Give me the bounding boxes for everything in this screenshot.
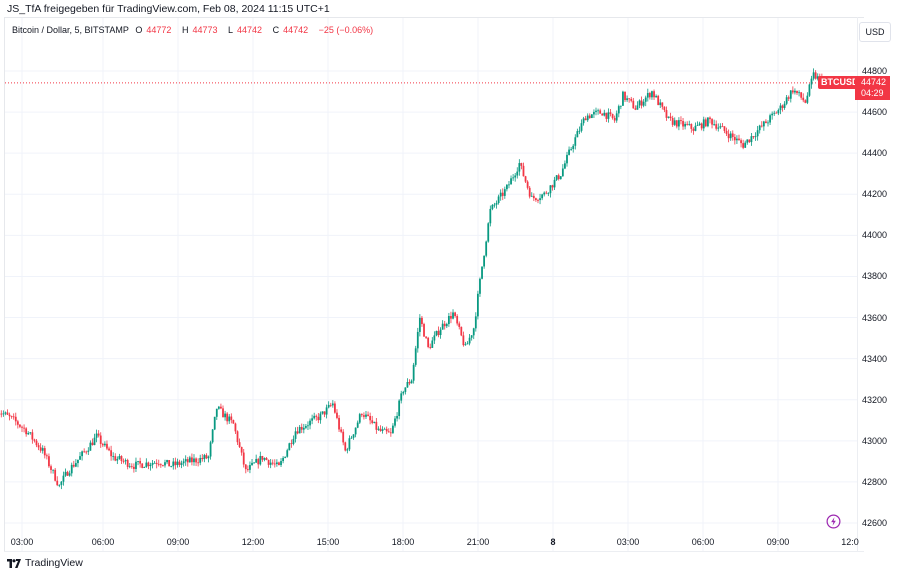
brand-name: TradingView [25, 557, 83, 569]
time-tick: 03:00 [616, 537, 640, 547]
legend-change: −25 (−0.06%) [318, 25, 374, 35]
time-tick: 12:0 [841, 537, 859, 547]
tradingview-logo[interactable]: TradingView [7, 557, 83, 569]
time-tick: 12:00 [241, 537, 265, 547]
price-tick: 44800 [862, 66, 888, 76]
legend-open: 44772 [146, 25, 172, 35]
last-price: 44742 [861, 77, 887, 87]
share-caption: JS_TfA freigegeben für TradingView.com, … [7, 3, 330, 15]
price-tick: 43600 [862, 312, 888, 323]
legend-low: 44742 [237, 25, 263, 35]
bar-countdown: 04:29 [861, 88, 884, 98]
tradingview-logo-icon [7, 558, 21, 568]
time-tick: 03:00 [10, 537, 34, 547]
price-tick: 44600 [862, 107, 888, 118]
chart-legend: Bitcoin / Dollar, 5, BITSTAMP O 44772 H 44… [12, 25, 374, 35]
time-tick: 09:00 [766, 537, 790, 547]
legend-high: 44773 [192, 25, 218, 35]
symbol-label: BTCUSD [818, 76, 862, 89]
lightning-icon[interactable] [826, 514, 841, 529]
legend-close: 44742 [283, 25, 309, 35]
time-tick: 18:00 [391, 537, 415, 547]
price-tick: 44400 [862, 148, 888, 159]
last-price-label: 44742 04:29 [855, 76, 890, 100]
time-tick: 21:00 [466, 537, 490, 547]
price-tick: 43000 [862, 435, 888, 446]
price-tick: 44200 [862, 189, 888, 200]
price-axis[interactable] [857, 17, 900, 552]
price-tick: 43800 [862, 271, 888, 282]
time-axis-border [4, 551, 864, 552]
time-tick: 06:00 [91, 537, 115, 547]
currency-button[interactable]: USD [859, 22, 891, 42]
time-tick: 09:00 [166, 537, 190, 547]
price-tick: 44000 [862, 230, 888, 241]
price-tick: 42600 [862, 518, 888, 528]
legend-symbol: Bitcoin / Dollar, 5, BITSTAMP [12, 25, 129, 35]
price-tick: 43400 [862, 353, 888, 364]
time-tick: 15:00 [316, 537, 340, 547]
price-tick: 42800 [862, 476, 888, 487]
time-tick: 06:00 [691, 537, 715, 547]
time-tick: 8 [550, 537, 556, 547]
price-tick: 43200 [862, 394, 888, 405]
